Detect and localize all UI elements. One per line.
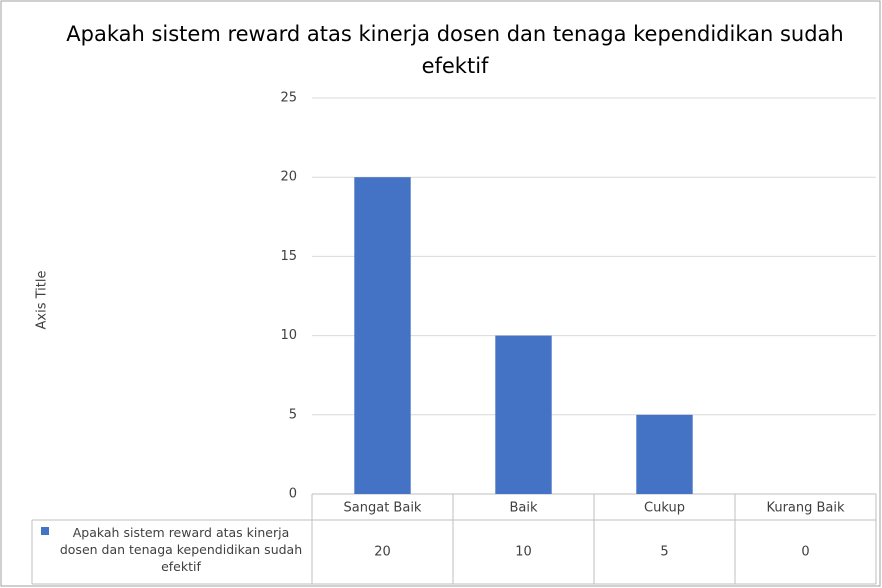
table-value: 5 (660, 545, 668, 560)
chart-title: Apakah sistem reward atas kinerja dosen … (66, 22, 844, 78)
y-tick-label: 15 (280, 249, 297, 264)
y-tick-label: 5 (289, 407, 297, 422)
table-value: 0 (801, 545, 809, 560)
bar (636, 414, 693, 494)
y-tick-label: 25 (280, 91, 297, 106)
x-tick-label: Kurang Baik (766, 501, 845, 516)
bar (495, 335, 552, 494)
legend-label: Apakah sistem reward atas kinerja dosen … (59, 525, 303, 574)
bar (354, 177, 411, 494)
y-tick-label: 0 (289, 487, 297, 502)
x-tick-label: Sangat Baik (344, 501, 422, 516)
y-tick-label: 10 (280, 328, 297, 343)
x-tick-label: Cukup (644, 501, 685, 516)
x-tick-label: Baik (509, 501, 537, 516)
table-value: 20 (374, 545, 391, 560)
table-value: 10 (515, 545, 532, 560)
y-tick-label: 20 (280, 170, 297, 185)
y-axis-title: Axis Title (35, 271, 50, 330)
legend-swatch (41, 527, 49, 535)
